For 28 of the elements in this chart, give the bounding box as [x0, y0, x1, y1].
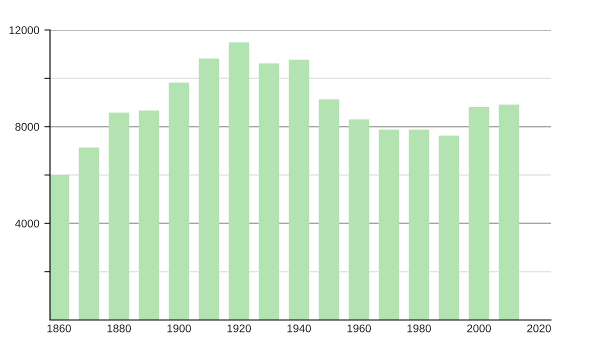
bar — [168, 82, 190, 320]
bar — [468, 106, 490, 320]
y-tick-label: 12000 — [10, 26, 40, 34]
x-tick-label: 1980 — [407, 324, 431, 332]
bar — [198, 58, 220, 320]
bar — [138, 110, 160, 320]
bar — [378, 130, 400, 320]
x-tick-label: 1900 — [167, 324, 191, 332]
bar — [50, 175, 70, 320]
x-tick-label: 1880 — [107, 324, 131, 332]
x-tick-label: 1920 — [227, 324, 251, 332]
x-tick-label: 2000 — [467, 324, 491, 332]
bar — [408, 130, 430, 320]
bar — [258, 63, 280, 320]
bar — [498, 104, 520, 320]
bar — [228, 42, 250, 320]
x-tick-label: 2020 — [527, 324, 551, 332]
x-tick-label: 1940 — [287, 324, 311, 332]
x-tick-label: 1860 — [47, 324, 71, 332]
bar — [438, 136, 460, 320]
bar — [288, 60, 310, 320]
x-tick-label: 1960 — [347, 324, 371, 332]
bar — [78, 147, 100, 320]
y-tick-label: 8000 — [15, 122, 40, 131]
y-tick-label: 4000 — [15, 220, 40, 228]
bar — [348, 119, 370, 320]
bar — [318, 99, 340, 320]
bar — [108, 112, 130, 320]
